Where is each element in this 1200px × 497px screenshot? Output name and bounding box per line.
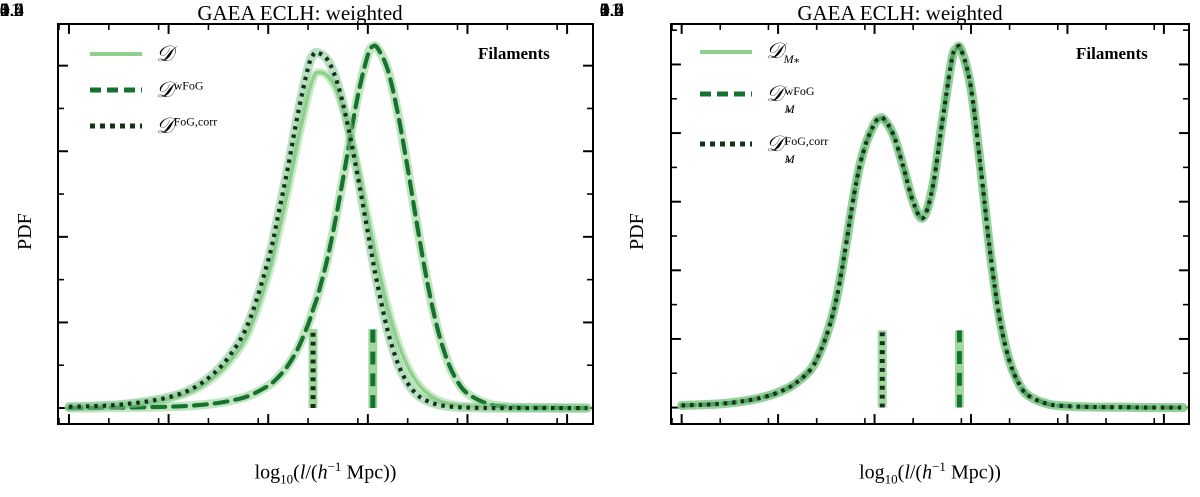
xtick-label: 1 <box>0 0 10 21</box>
legend-left: 𝒟 𝒟wFoG 𝒟FoG,corr <box>90 36 217 144</box>
legend-swatch-dotted-icon <box>700 135 752 153</box>
series-line <box>66 43 590 411</box>
legend-label-D-wfog: 𝒟wFoG <box>156 77 204 102</box>
plot-canvas-left <box>59 25 592 423</box>
ytick-label: 0.4 <box>0 0 24 21</box>
xtick-label: 4 <box>0 0 10 21</box>
ytick-label: 0.8 <box>600 0 624 21</box>
ytick-label: 0.4 <box>600 0 624 21</box>
legend-label-DM: 𝒟M⁎ <box>766 37 800 66</box>
legend-swatch-solid-icon <box>700 43 752 61</box>
series-line <box>681 43 1184 410</box>
legend-swatch-solid-icon <box>90 45 142 63</box>
xtick-label: 0 <box>0 0 10 21</box>
ytick-label: 0.0 <box>0 0 24 21</box>
xtick-label: 4 <box>600 0 610 21</box>
plot-area-right <box>670 23 1190 425</box>
xtick-label: 3 <box>0 0 10 21</box>
ytick-label: 0.6 <box>0 0 24 21</box>
legend-item-D-wfog: 𝒟wFoG <box>90 72 217 108</box>
plot-canvas-right <box>672 25 1188 423</box>
legend-item-DM-fogcorr: 𝒟 FoG,corr M ⁎ <box>700 122 829 166</box>
panel-title-right: GAEA ECLH: weighted <box>797 1 1003 25</box>
panel-left: GAEA ECLH: weighted Filaments 𝒟 𝒟wFoG 𝒟F… <box>0 0 594 487</box>
yaxis-label-right: PDF <box>626 213 648 250</box>
xtick-label: 2 <box>600 0 610 21</box>
series-line <box>68 50 588 411</box>
legend-item-D-fogcorr: 𝒟FoG,corr <box>90 108 217 144</box>
xaxis-label-left: log10(l/(h−1 Mpc)) <box>254 459 397 487</box>
corner-annotation-right: Filaments <box>1076 44 1148 63</box>
ytick-label: 0.8 <box>0 0 24 21</box>
ytick-label: 0.6 <box>600 0 624 21</box>
legend-label-DM-fogcorr: 𝒟 FoG,corr M ⁎ <box>766 131 829 166</box>
xtick-label: 3 <box>600 0 610 21</box>
ytick-label: 0.2 <box>0 0 24 21</box>
xaxis-label-right: log10(l/(h−1 Mpc)) <box>859 459 1001 487</box>
legend-item-D: 𝒟 <box>90 36 217 72</box>
legend-item-DM: 𝒟M⁎ <box>700 32 800 72</box>
xtick-label: 2 <box>0 0 10 21</box>
yaxis-label-left: PDF <box>14 213 36 250</box>
xtick-label: −1 <box>0 0 21 21</box>
ytick-label: 0.0 <box>600 0 624 21</box>
legend-label-D: 𝒟 <box>156 41 174 66</box>
plot-area-left <box>57 23 594 425</box>
xtick-label: −1 <box>600 0 621 21</box>
xtick-label: 1 <box>600 0 610 21</box>
legend-swatch-dashed-icon <box>700 85 752 103</box>
ytick-label: 1.0 <box>600 0 624 21</box>
xtick-label: 0 <box>600 0 610 21</box>
legend-swatch-dotted-icon <box>90 117 142 135</box>
corner-annotation-left: Filaments <box>478 44 550 63</box>
ytick-label: 0.2 <box>600 0 624 21</box>
legend-swatch-dashed-icon <box>90 81 142 99</box>
panel-title-left: GAEA ECLH: weighted <box>197 1 403 25</box>
legend-label-D-fogcorr: 𝒟FoG,corr <box>156 113 218 138</box>
